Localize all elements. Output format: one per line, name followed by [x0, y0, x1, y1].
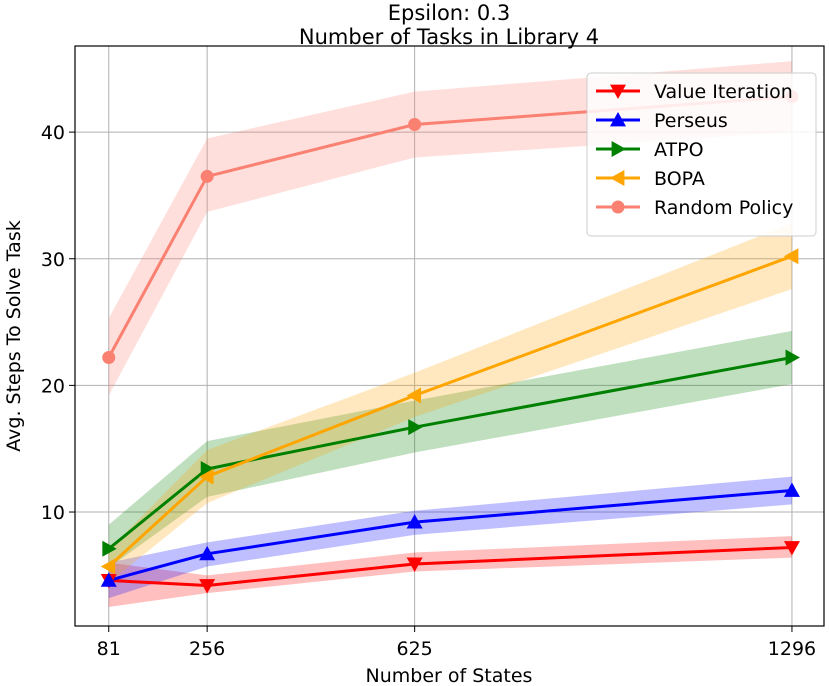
perseus-line: [108, 489, 793, 582]
legend-box: [586, 72, 817, 237]
x-axis-ticks: 81 256 625 1296: [97, 626, 816, 660]
value-iteration-point: [406, 557, 423, 572]
y-tick-label: 10: [41, 502, 65, 524]
legend: Value Iteration Perseus ATPO BOPA Random Pol…: [586, 72, 817, 237]
atpo-point: [785, 349, 800, 366]
series-markers: [100, 90, 800, 594]
random-policy-point: [408, 118, 422, 132]
y-tick-label: 30: [41, 249, 65, 271]
atpo-point: [200, 460, 216, 477]
perseus-point: [199, 545, 216, 561]
plot-frame: [74, 45, 825, 627]
legend-label-value-iteration: Value Iteration: [654, 81, 793, 103]
legend-marker-random-policy: [611, 200, 625, 214]
bopa-point: [199, 468, 214, 485]
y-tick-label: 40: [41, 122, 65, 144]
x-axis-label: Number of States: [366, 665, 533, 686]
bopa-point: [100, 558, 116, 575]
bopa-point: [783, 248, 799, 265]
perseus-point: [100, 572, 117, 587]
random-policy-band: [108, 61, 792, 396]
legend-label-atpo: ATPO: [654, 139, 704, 161]
perseus-point: [406, 514, 423, 529]
x-tick-label: 1296: [768, 638, 816, 660]
atpo-point: [102, 540, 117, 557]
legend-marker-value-iteration: [610, 84, 626, 99]
random-policy-point: [102, 351, 116, 365]
perseus-point: [783, 482, 800, 497]
y-axis-label: Avg. Steps To Solve Task: [3, 220, 25, 451]
perseus-band: [108, 476, 792, 599]
x-tick-label: 256: [189, 638, 225, 660]
value-iteration-point: [783, 541, 800, 556]
random-policy-point: [200, 169, 214, 183]
value-iteration-point: [199, 579, 216, 594]
chart-title: Epsilon: 0.3: [388, 1, 511, 25]
legend-marker-perseus: [610, 112, 626, 127]
legend-label-random-policy: Random Policy: [654, 197, 793, 219]
y-axis-ticks: 10 20 30 40: [41, 122, 75, 524]
value-iteration-line: [108, 545, 793, 587]
x-tick-label: 625: [397, 638, 433, 660]
legend-label-perseus: Perseus: [654, 110, 728, 132]
x-tick-label: 81: [97, 638, 121, 660]
y-tick-label: 20: [41, 375, 65, 397]
chart-subtitle: Number of Tasks in Library 4: [299, 25, 599, 49]
legend-marker-bopa: [610, 170, 625, 186]
bopa-line: [107, 254, 793, 568]
atpo-line: [107, 356, 793, 550]
bopa-point: [406, 387, 422, 404]
bopa-band: [108, 223, 792, 583]
atpo-point: [408, 419, 423, 436]
legend-label-bopa: BOPA: [654, 168, 705, 190]
legend-marker-atpo: [611, 141, 626, 157]
